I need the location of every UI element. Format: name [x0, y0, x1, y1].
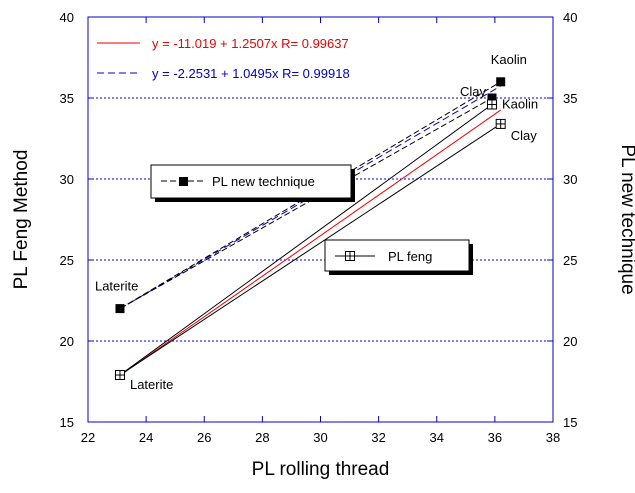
grid-lines: [88, 97, 553, 342]
x-tick-label: 26: [197, 430, 211, 445]
x-axis-title: PL rolling thread: [252, 459, 390, 480]
y-axis-title-left: PL Feng Method: [11, 150, 32, 290]
legend-feng: PL feng: [324, 239, 473, 275]
legend-label: PL new technique: [212, 174, 315, 189]
point-label: Clay: [460, 84, 487, 99]
fit-equations-legend: y = -11.019 + 1.2507x R= 0.99637 y = -2.…: [97, 36, 350, 81]
point-label: Laterite: [130, 377, 173, 392]
marker-filled-square: [115, 304, 125, 314]
y-tick-label-right: 30: [563, 172, 577, 187]
legend-new-technique: PL new technique: [150, 164, 355, 202]
y-tick-label-left: 15: [60, 415, 74, 430]
x-tick-label: 28: [255, 430, 269, 445]
series-bound-line: [119, 104, 493, 376]
fit-line-feng: [119, 109, 501, 376]
x-tick-label: 30: [313, 430, 327, 445]
point-label: Clay: [511, 128, 538, 143]
legend-marker-filled-square: [179, 177, 188, 186]
y-tick-label-left: 35: [60, 91, 74, 106]
y-tick-label-right: 15: [563, 415, 577, 430]
y-tick-label-left: 20: [60, 334, 74, 349]
y-axis-title-right: PL new technique: [617, 144, 635, 294]
point-label: Kaolin: [502, 96, 538, 111]
series-bound-line: [119, 123, 501, 376]
marker-filled-square: [496, 77, 506, 87]
y-tick-label-right: 20: [563, 334, 577, 349]
series-bound-line: [119, 97, 493, 310]
point-label: Kaolin: [491, 52, 527, 67]
fit-new-equation: y = -2.2531 + 1.0495x R= 0.99918: [152, 66, 350, 81]
y-tick-label-left: 40: [60, 10, 74, 25]
x-tick-label: 34: [430, 430, 444, 445]
x-tick-label: 36: [488, 430, 502, 445]
y-tick-label-left: 30: [60, 172, 74, 187]
y-tick-label-right: 25: [563, 253, 577, 268]
legend-marker-crossed-square: [345, 251, 355, 261]
fit-feng-equation: y = -11.019 + 1.2507x R= 0.99637: [152, 36, 349, 51]
marker-filled-square: [487, 93, 497, 103]
y-tick-label-right: 35: [563, 91, 577, 106]
y-tick-label-left: 25: [60, 253, 74, 268]
x-tick-label: 24: [139, 430, 153, 445]
x-tick-label: 32: [371, 430, 385, 445]
x-tick-label: 38: [546, 430, 560, 445]
x-tick-label: 22: [81, 430, 95, 445]
point-label: Laterite: [95, 279, 138, 294]
legend-label: PL feng: [388, 249, 432, 264]
y-tick-label-right: 40: [563, 10, 577, 25]
